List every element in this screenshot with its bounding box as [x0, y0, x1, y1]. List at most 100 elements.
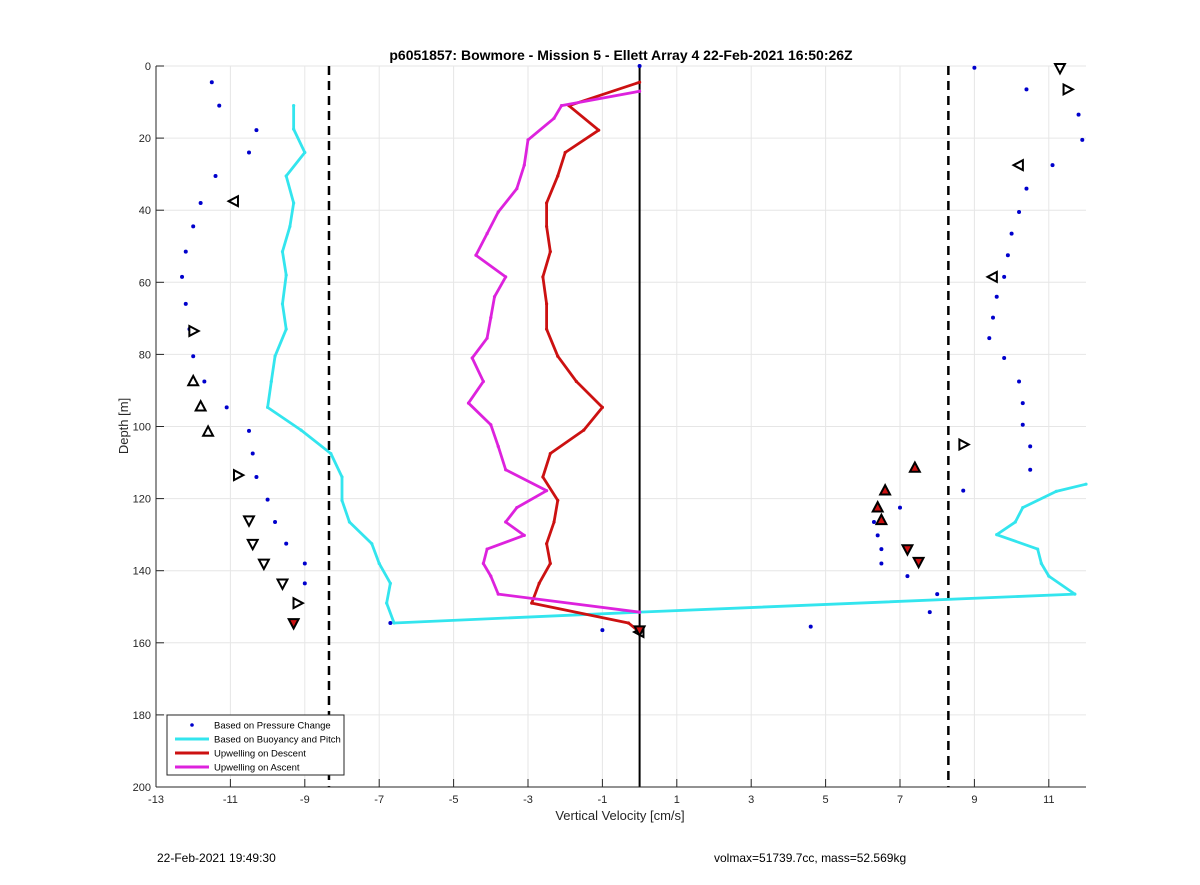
series-vertex	[266, 405, 270, 409]
series-vertex	[273, 354, 277, 358]
pressure-point	[191, 354, 196, 359]
pressure-point	[198, 200, 203, 205]
series-vertex	[1013, 520, 1017, 524]
series-vertex	[530, 601, 534, 605]
pressure-point	[1050, 163, 1055, 168]
series-vertex	[340, 475, 344, 479]
pressure-point	[302, 581, 307, 586]
pressure-point	[961, 488, 966, 493]
legend-label: Upwelling on Descent	[214, 749, 306, 760]
pressure-point	[637, 64, 642, 68]
series-vertex	[556, 354, 560, 358]
pressure-point	[898, 505, 902, 510]
pressure-point	[254, 128, 259, 133]
pressure-point	[927, 610, 932, 615]
y-tick-label: 80	[139, 349, 151, 361]
direction-marker	[194, 399, 208, 412]
x-axis-label: Vertical Velocity [cm/s]	[555, 808, 684, 823]
pressure-point	[250, 451, 255, 456]
direction-marker	[226, 194, 239, 208]
legend-label: Based on Pressure Change	[214, 721, 331, 732]
pressure-point	[1020, 422, 1025, 427]
footer-timestamp: 22-Feb-2021 19:49:30	[157, 851, 276, 865]
series-vertex	[556, 174, 560, 178]
direction-marker	[878, 483, 892, 496]
direction-marker	[242, 515, 256, 528]
pressure-point	[1002, 356, 1007, 361]
series-vertex	[299, 428, 303, 432]
series-vertex	[470, 356, 474, 360]
series-group	[180, 64, 1088, 634]
legend-swatch	[190, 723, 194, 727]
y-tick-label: 200	[133, 782, 151, 794]
series-vertex	[292, 127, 296, 131]
direction-marker	[632, 625, 647, 638]
pressure-point	[1028, 467, 1033, 472]
x-tick-label: 9	[971, 794, 977, 806]
series-vertex	[638, 610, 642, 614]
series-vertex	[1036, 547, 1040, 551]
series-vertex	[284, 174, 288, 178]
series-vertex	[545, 224, 549, 229]
series-vertex	[545, 542, 549, 546]
series-vertex	[556, 498, 560, 503]
series-vertex	[552, 520, 556, 524]
series-vertex	[388, 581, 392, 585]
pressure-point	[302, 561, 307, 566]
series-vertex	[377, 561, 381, 566]
direction-marker	[900, 544, 915, 557]
legend: Based on Pressure Change Based on Buoyanc…	[166, 714, 345, 776]
legend-label: Upwelling on Ascent	[214, 763, 300, 774]
series-vertex	[340, 498, 344, 503]
pressure-point	[987, 336, 992, 341]
pressure-point	[879, 561, 884, 566]
y-tick-label: 120	[133, 494, 151, 506]
series-vertex	[526, 138, 530, 142]
series-vertex	[522, 533, 526, 537]
x-tick-label: -7	[374, 794, 384, 806]
pressure-point	[202, 379, 207, 384]
series-vertex	[515, 186, 519, 191]
series-vertex	[489, 423, 493, 427]
pressure-point	[991, 315, 995, 320]
series-vertex	[504, 468, 508, 472]
series-vertex	[1054, 489, 1058, 493]
direction-marker	[985, 270, 998, 284]
direction-marker	[246, 538, 260, 552]
pressure-point	[905, 574, 910, 579]
axes: -13 -11 -9 -7 -5 -3 -1 1 3 5 7 9 1102040608010012014…	[133, 61, 1086, 806]
pressure-point	[265, 497, 270, 502]
series-vertex	[496, 210, 500, 214]
direction-marker	[275, 578, 290, 591]
series-vertex	[485, 547, 489, 551]
series-vertex	[545, 201, 549, 205]
direction-marker	[292, 596, 305, 610]
pressure-point	[183, 249, 188, 254]
series-vertex	[292, 201, 296, 205]
pressure-point	[600, 628, 605, 633]
series-vertex	[269, 379, 273, 384]
x-tick-label: 3	[748, 794, 754, 806]
series-vertex	[481, 561, 485, 566]
x-tick-label: -11	[223, 794, 238, 806]
series-vertex	[481, 379, 485, 384]
y-tick-label: 140	[133, 566, 151, 578]
pressure-point	[871, 520, 876, 525]
series-vertex	[597, 128, 601, 132]
series-vertex	[537, 581, 541, 585]
series-vertex	[548, 451, 552, 456]
pressure-point	[217, 103, 222, 108]
pressure-point	[1002, 274, 1007, 279]
direction-marker	[186, 373, 200, 387]
pressure-point	[875, 533, 880, 538]
pressure-point	[213, 173, 218, 178]
direction-marker	[911, 556, 926, 570]
pressure-point	[972, 65, 977, 70]
series-vertex	[504, 275, 508, 279]
series-vertex	[496, 592, 500, 596]
pressure-point	[1080, 137, 1085, 142]
series-vertex	[545, 489, 549, 493]
direction-marker	[1011, 158, 1024, 172]
pressure-point	[1024, 186, 1029, 191]
